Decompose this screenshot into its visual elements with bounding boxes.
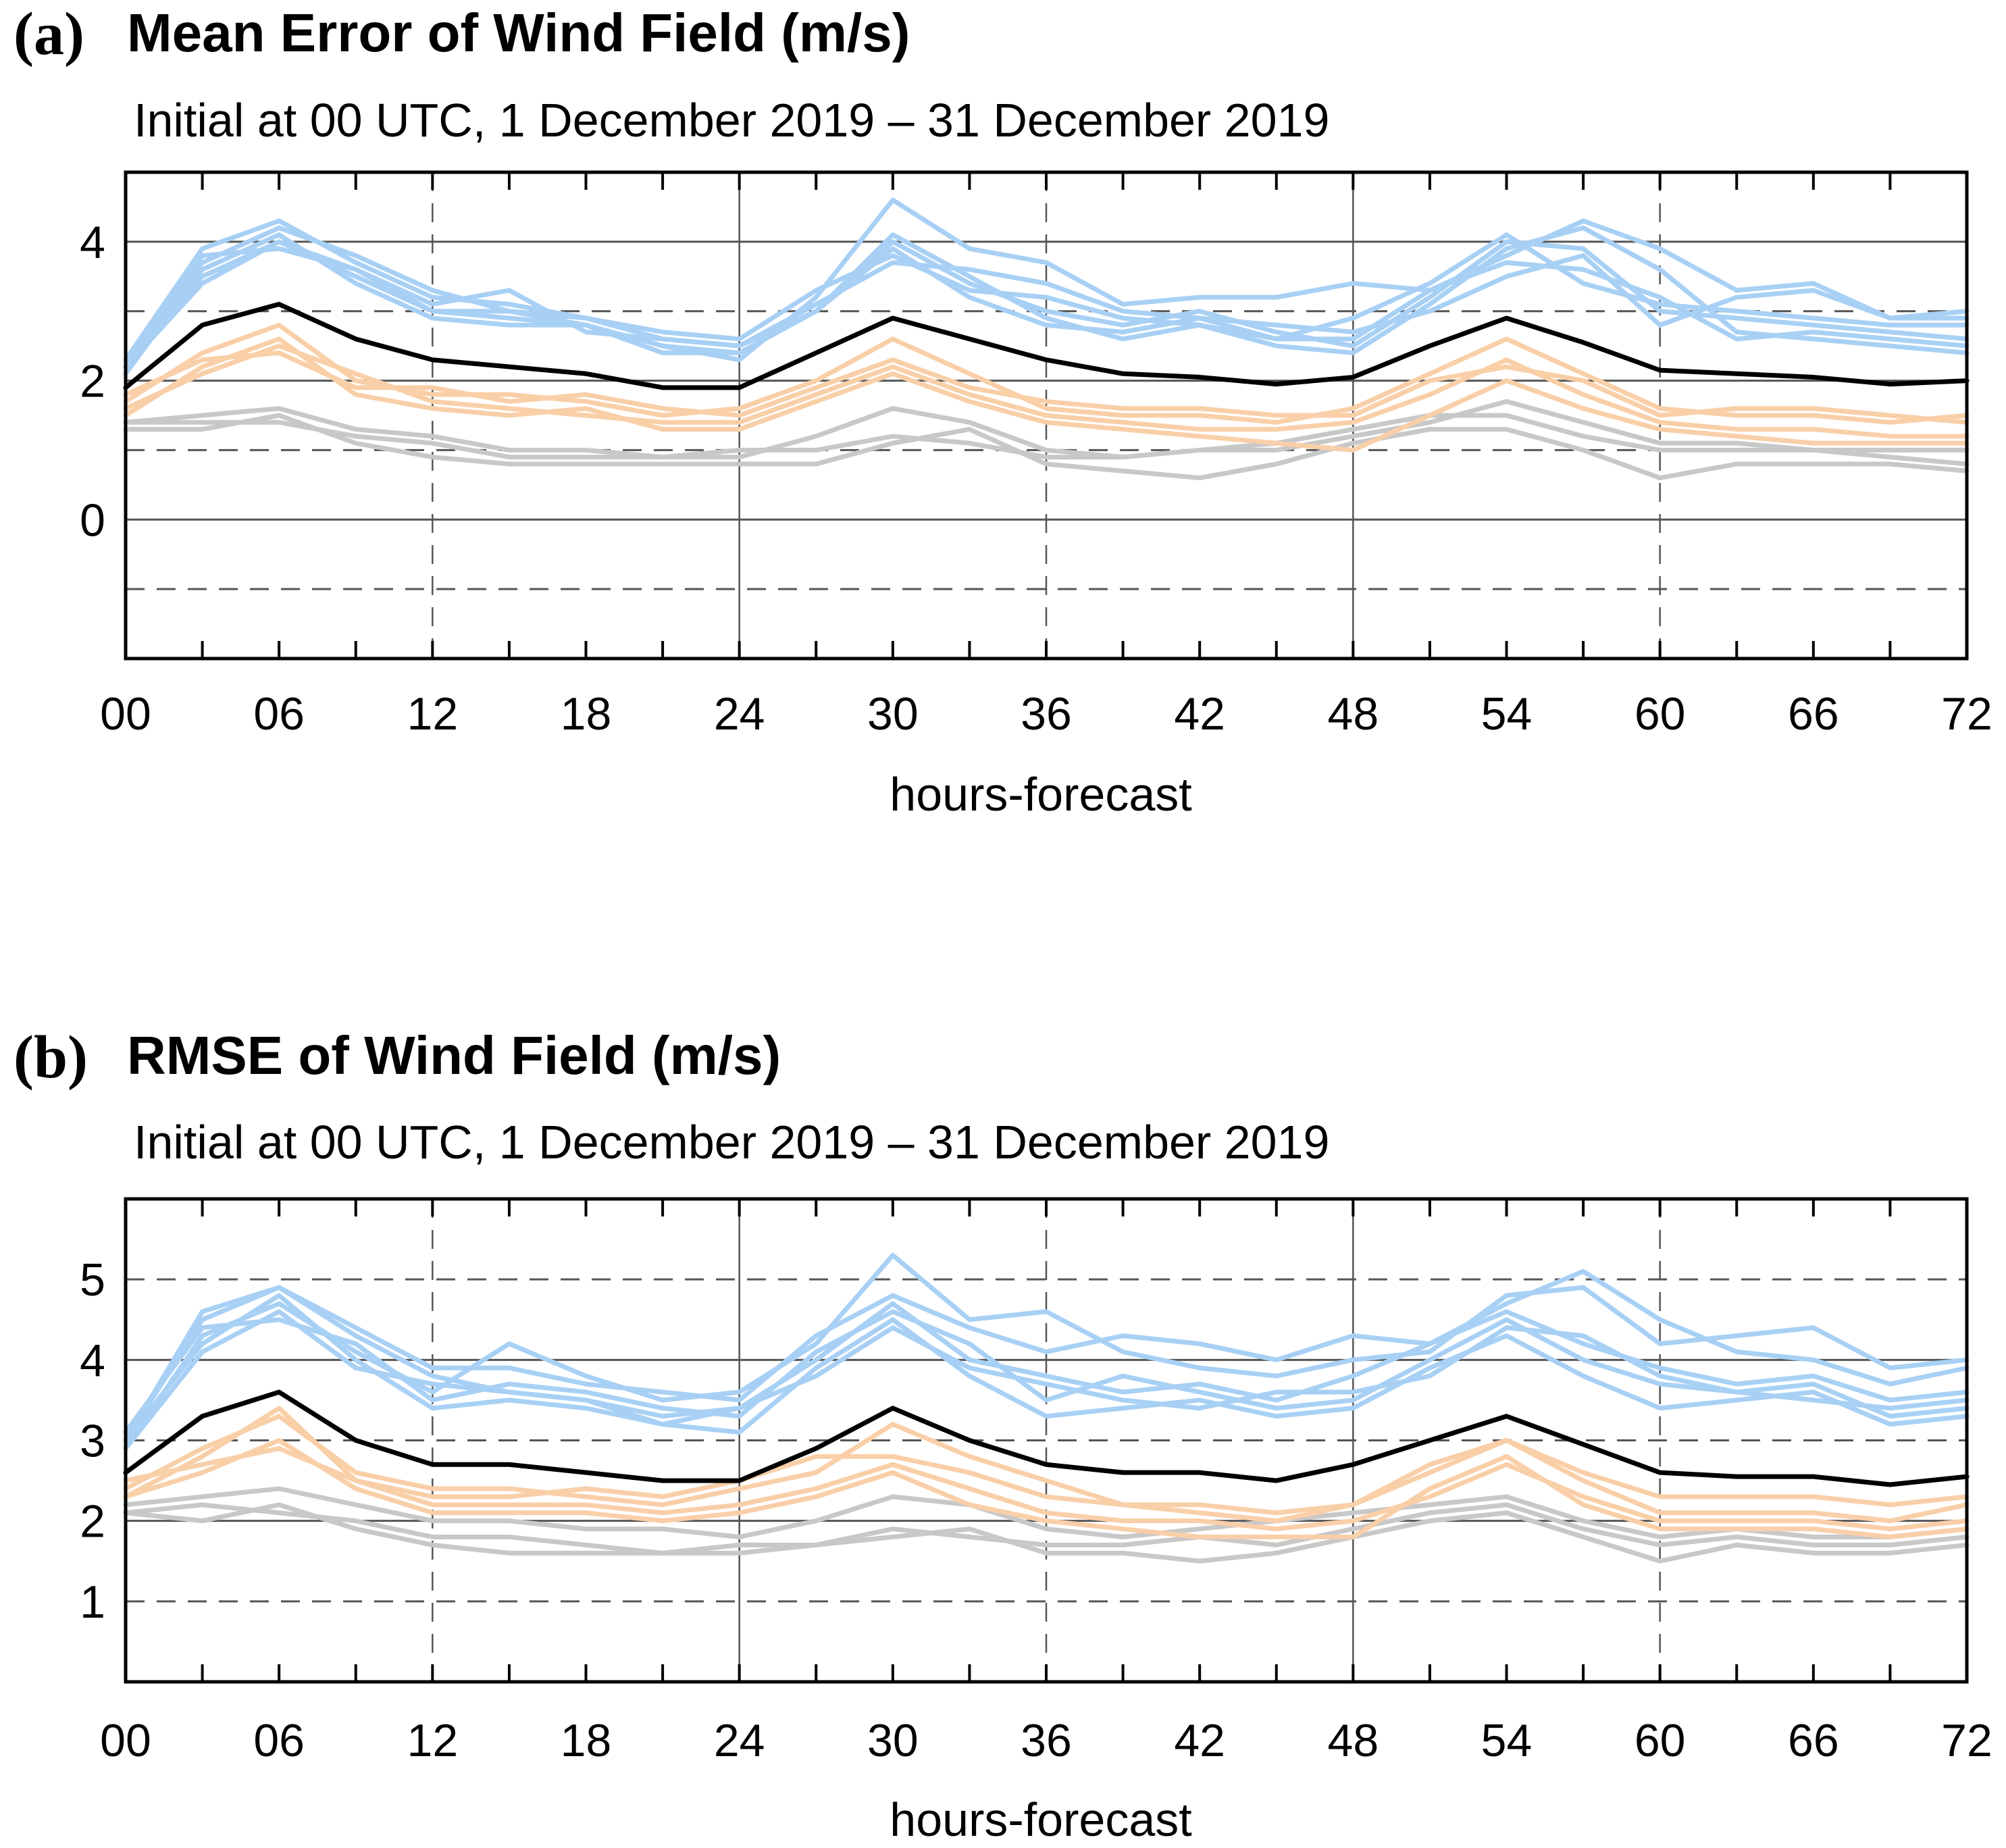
- series-line-gray-1: [123, 406, 1970, 467]
- y-tick-label: 1: [80, 1576, 105, 1628]
- series-line-orange-4: [123, 1438, 1970, 1539]
- x-tick-label: 12: [407, 1715, 459, 1766]
- x-tick-label: 00: [100, 688, 151, 740]
- series-line-orange-1: [123, 322, 1970, 425]
- x-tick-label: 42: [1174, 1715, 1225, 1766]
- y-tick-label: 3: [80, 1416, 105, 1467]
- series-line-blue-5: [123, 1285, 1970, 1443]
- x-tick-label: 30: [867, 688, 919, 740]
- y-tick-label: 2: [80, 356, 105, 407]
- series-line-blue-5: [123, 246, 1970, 369]
- series-line-blue-1: [123, 1268, 1970, 1443]
- x-tick-label: 00: [100, 1715, 151, 1766]
- x-tick-label: 36: [1021, 1715, 1072, 1766]
- x-tick-label: 54: [1481, 688, 1533, 740]
- x-tick-label: 66: [1788, 688, 1839, 740]
- x-tick-label: 60: [1635, 688, 1686, 740]
- series-line-orange-3: [123, 350, 1970, 425]
- y-tick-label: 5: [80, 1254, 105, 1306]
- series-line-gray-3: [123, 399, 1970, 460]
- x-tick-label: 06: [253, 1715, 305, 1766]
- x-tick-label: 66: [1788, 1715, 1839, 1766]
- x-tick-label: 36: [1021, 688, 1072, 740]
- series-line-blue-3: [123, 218, 1970, 363]
- x-tick-label: 72: [1941, 1715, 1992, 1766]
- mean-line: [123, 301, 1970, 390]
- y-tick-label: 4: [80, 217, 105, 268]
- x-tick-label: 18: [561, 688, 612, 740]
- plot-frame: [124, 170, 1969, 661]
- x-tick-label: 06: [253, 688, 305, 740]
- panel-a: (a) Mean Error of Wind Field (m/s) Initi…: [14, 1, 1992, 821]
- x-tick-label: 12: [407, 688, 459, 740]
- x-tick-label: 54: [1481, 1715, 1533, 1766]
- x-tick-label: 48: [1328, 1715, 1379, 1766]
- x-axis-label: hours-forecast: [890, 1793, 1191, 1846]
- plot-frame: [124, 1197, 1969, 1684]
- series-line-blue-4: [123, 225, 1970, 376]
- series-line-blue-4: [123, 1293, 1970, 1443]
- panel-a-subtitle: Initial at 00 UTC, 1 December 2019 – 31 …: [134, 94, 1329, 147]
- panel-b: (b) RMSE of Wind Field (m/s) Initial at …: [14, 1024, 1992, 1846]
- series-line-gray-2: [123, 413, 1970, 481]
- panel-b-letter: (b): [14, 1024, 88, 1091]
- series-line-gray-1: [123, 1486, 1970, 1539]
- series-line-blue-1: [123, 225, 1970, 369]
- x-tick-label: 24: [714, 1715, 765, 1766]
- y-tick-label: 4: [80, 1335, 105, 1386]
- series-line-orange-4: [123, 336, 1970, 453]
- x-tick-label: 30: [867, 1715, 919, 1766]
- mean-line: [123, 1389, 1970, 1487]
- panel-b-subtitle: Initial at 00 UTC, 1 December 2019 – 31 …: [134, 1116, 1329, 1169]
- x-axis-label: hours-forecast: [890, 768, 1191, 821]
- series-line-blue-2: [123, 1252, 1970, 1451]
- panel-b-title: RMSE of Wind Field (m/s): [127, 1025, 781, 1085]
- series-line-gray-2: [123, 1502, 1970, 1564]
- y-tick-label: 0: [80, 494, 105, 546]
- series-line-blue-6: [123, 1309, 1970, 1451]
- panel-a-letter: (a): [14, 1, 84, 68]
- series-line-orange-2: [123, 1406, 1970, 1532]
- x-tick-label: 18: [561, 1715, 612, 1766]
- series-line-orange-3: [123, 1438, 1970, 1524]
- series-line-blue-6: [123, 239, 1970, 369]
- x-tick-label: 72: [1941, 688, 1992, 740]
- series-line-gray-3: [123, 1502, 1970, 1556]
- x-tick-label: 60: [1635, 1715, 1686, 1766]
- y-tick-label: 2: [80, 1496, 105, 1547]
- panel-a-title: Mean Error of Wind Field (m/s): [127, 3, 910, 63]
- series-line-orange-1: [123, 1414, 1970, 1516]
- x-tick-label: 42: [1174, 688, 1225, 740]
- x-tick-label: 48: [1328, 688, 1379, 740]
- series-line-orange-2: [123, 343, 1970, 439]
- series-line-blue-3: [123, 1309, 1970, 1435]
- x-tick-label: 24: [714, 688, 765, 740]
